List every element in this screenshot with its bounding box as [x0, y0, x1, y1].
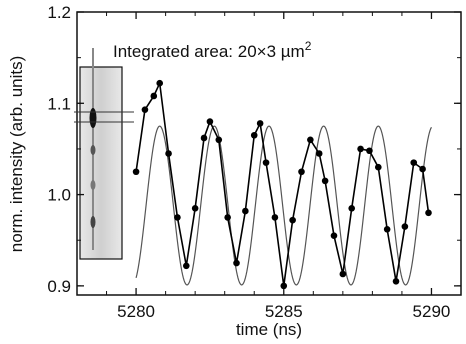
data-point	[150, 92, 158, 100]
y-tick-label: 1.0	[47, 186, 71, 205]
data-point	[271, 214, 279, 221]
fit-sine-line	[135, 125, 432, 286]
data-point	[321, 177, 329, 185]
y-axis-label: norm. intensity (arb. units)	[7, 56, 26, 253]
x-axis-ticks: 5280 5285 5290	[76, 12, 462, 321]
x-tick-label: 5290	[413, 302, 451, 321]
data-point	[330, 232, 338, 239]
inset-spot-2	[90, 145, 96, 155]
data-point	[141, 106, 149, 113]
data-point	[256, 120, 264, 127]
data-point	[307, 136, 314, 144]
data-point	[366, 147, 373, 155]
data-point	[215, 136, 223, 144]
y-axis-ticks: 0.9 1.0 1.1 1.2	[47, 3, 461, 296]
data-point	[392, 278, 400, 285]
data-point	[315, 150, 323, 157]
data-point	[156, 79, 164, 87]
x-tick-label: 5285	[265, 302, 303, 321]
inset-frame	[79, 66, 123, 260]
data-points	[132, 79, 432, 290]
inset-bright-spot	[89, 108, 97, 128]
data-point	[357, 145, 364, 153]
integrated-area-annotation: Integrated area: 20×3 µm2	[113, 39, 312, 61]
data-point	[374, 163, 382, 171]
y-tick-label: 0.9	[47, 277, 71, 296]
data-point	[191, 204, 199, 212]
x-axis-label: time (ns)	[236, 320, 302, 339]
data-point	[242, 207, 249, 215]
data-point	[233, 259, 240, 267]
data-point	[132, 168, 140, 176]
inset-spot-4	[90, 216, 96, 228]
data-point	[182, 262, 190, 270]
data-point	[262, 159, 270, 166]
data-point	[206, 118, 214, 125]
y-tick-label: 1.1	[47, 94, 71, 113]
data-point	[289, 216, 296, 224]
data-point	[425, 209, 432, 217]
data-point	[339, 270, 347, 278]
plot-frame	[76, 11, 462, 296]
inset-spot-3	[90, 180, 96, 190]
measured-data-line	[135, 80, 430, 286]
data-point	[298, 168, 305, 176]
data-point	[165, 150, 172, 157]
data-point	[174, 214, 181, 221]
y-tick-label: 1.2	[47, 3, 71, 22]
data-point	[200, 134, 208, 142]
data-point	[401, 223, 409, 230]
inset-image	[74, 48, 134, 260]
data-point	[383, 225, 391, 233]
data-point	[250, 131, 258, 139]
annotation-superscript: 2	[305, 39, 312, 53]
data-point	[348, 204, 356, 212]
data-point	[410, 159, 418, 166]
x-tick-label: 5280	[117, 302, 155, 321]
annotation-text: Integrated area: 20×3 µm	[113, 42, 305, 61]
data-point	[280, 282, 288, 290]
data-point	[224, 214, 231, 221]
data-point	[419, 165, 426, 173]
